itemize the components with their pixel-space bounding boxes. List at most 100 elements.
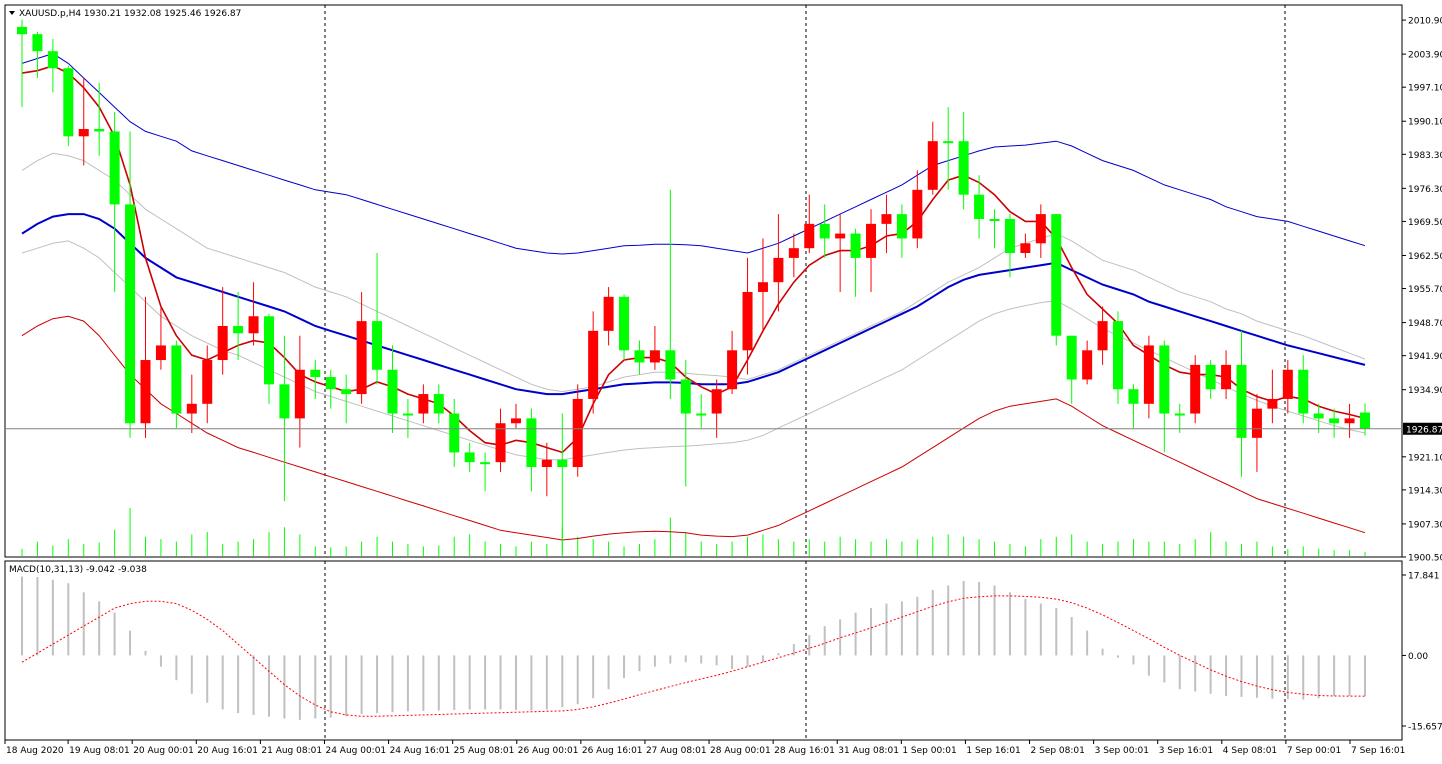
candle xyxy=(711,379,722,438)
candle-body xyxy=(464,452,475,463)
candle-body xyxy=(634,350,645,363)
candle xyxy=(572,384,583,477)
price-tick-label: 2003.90 xyxy=(1408,51,1442,61)
candle xyxy=(1313,403,1324,433)
candle xyxy=(1236,330,1247,477)
candle xyxy=(171,340,182,429)
indicator-line-inner-lower xyxy=(21,240,1366,461)
candle xyxy=(341,374,352,424)
candle-body xyxy=(665,350,676,380)
candle xyxy=(402,398,413,438)
candle-body xyxy=(943,141,954,144)
candle xyxy=(1205,360,1216,399)
price-tick-label: 1990.10 xyxy=(1408,118,1442,128)
candle-body xyxy=(109,131,120,205)
candle-body xyxy=(1313,413,1324,419)
candle xyxy=(418,384,429,424)
candle-body xyxy=(989,218,1000,221)
candle-body xyxy=(1128,389,1139,404)
time-tick-label: 1 Sep 16:01 xyxy=(966,746,1020,756)
candle-body xyxy=(1221,364,1232,390)
time-tick-label: 18 Aug 2020 xyxy=(6,746,64,756)
candle-body xyxy=(804,223,815,249)
candles xyxy=(17,19,1370,555)
candle xyxy=(1113,311,1124,404)
candle-body xyxy=(773,257,784,283)
candle xyxy=(1344,403,1355,438)
macd-axis: 17.841 0.00 -15.657 xyxy=(1402,572,1442,733)
candle-body xyxy=(372,321,383,370)
candle xyxy=(819,204,830,258)
candle-body xyxy=(696,413,707,416)
candle xyxy=(1051,214,1062,346)
candle-body xyxy=(1082,350,1093,380)
time-tick-label: 1 Sep 00:01 xyxy=(902,746,956,756)
price-tick-label: 1907.30 xyxy=(1408,520,1442,530)
candle-body xyxy=(1360,412,1370,429)
candle-body xyxy=(248,316,259,334)
time-tick-label: 24 Aug 16:01 xyxy=(390,746,451,756)
candle xyxy=(943,107,954,190)
candle xyxy=(804,194,815,254)
candle xyxy=(788,233,799,278)
candle-body xyxy=(495,423,506,463)
candle-body xyxy=(233,325,244,334)
time-tick-label: 31 Aug 08:01 xyxy=(838,746,899,756)
candle-body xyxy=(603,296,614,331)
candle-body xyxy=(17,26,27,35)
candle-body xyxy=(155,345,166,361)
candle xyxy=(1298,355,1309,424)
candle xyxy=(94,82,105,156)
indicator-line-fast-ma xyxy=(21,64,1366,454)
time-tick-label: 25 Aug 08:01 xyxy=(454,746,515,756)
macd-panel-frame xyxy=(4,560,1403,741)
candle-body xyxy=(171,345,182,414)
candle xyxy=(325,369,336,409)
price-tick-label: 1914.30 xyxy=(1408,486,1442,496)
candle-body xyxy=(94,129,105,132)
price-tick-label: 1948.70 xyxy=(1408,319,1442,329)
price-tick-label: 1962.50 xyxy=(1408,252,1442,262)
candle-body xyxy=(1251,408,1262,438)
candle xyxy=(510,403,521,429)
candle-body xyxy=(541,459,552,468)
candle xyxy=(557,413,568,555)
candle-body xyxy=(186,403,197,414)
candle xyxy=(634,340,645,375)
candle-body xyxy=(480,462,491,465)
time-tick-label: 20 Aug 00:01 xyxy=(133,746,194,756)
candle xyxy=(912,170,923,249)
price-panel-frame xyxy=(4,4,1403,558)
candle xyxy=(850,228,861,297)
candle-body xyxy=(63,68,74,137)
candle xyxy=(1329,408,1340,438)
candle xyxy=(1082,340,1093,385)
candle xyxy=(1360,403,1370,436)
candle-body xyxy=(1159,345,1170,414)
candle-body xyxy=(263,316,274,385)
candle-body xyxy=(325,377,336,390)
candle-body xyxy=(1113,321,1124,390)
time-axis: 18 Aug 2020 19 Aug 08:01 20 Aug 00:01 20 Au… xyxy=(4,740,1405,756)
candle-body xyxy=(356,321,367,395)
candle xyxy=(541,442,552,497)
candle-body xyxy=(927,141,938,190)
candle-body xyxy=(788,248,799,258)
candle-body xyxy=(402,413,413,416)
candle-body xyxy=(1020,243,1031,254)
price-tick-label: 1969.50 xyxy=(1408,218,1442,228)
candle xyxy=(78,77,89,166)
candle-body xyxy=(341,389,352,395)
candle xyxy=(109,111,120,292)
candle xyxy=(372,253,383,385)
price-tick-label: 1921.10 xyxy=(1408,453,1442,463)
candle xyxy=(1066,335,1077,404)
macd-tick-label: 17.841 xyxy=(1408,572,1440,582)
candle xyxy=(680,360,691,487)
candle xyxy=(835,214,846,292)
candle-body xyxy=(835,233,846,239)
price-tick-label: 1976.30 xyxy=(1408,185,1442,195)
candle-body xyxy=(866,223,877,258)
